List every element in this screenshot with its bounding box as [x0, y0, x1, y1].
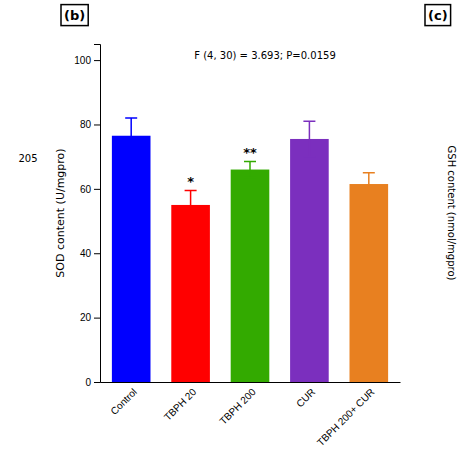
x-axis-line — [101, 382, 401, 383]
x-tick-label: Control — [108, 386, 139, 417]
y-tick: 40 — [80, 248, 100, 259]
error-bar-path — [244, 161, 256, 177]
y-tick-mark — [94, 60, 100, 61]
y-tick-label: 60 — [80, 184, 92, 195]
significance-label: * — [187, 174, 194, 189]
labels: ***F (4, 30) = 3.693; P=0.0159 — [187, 50, 336, 189]
x-axis: Control TBPH 20 TBPH 200 CURTBPH 200+ CUR — [101, 382, 401, 448]
y-tick: 0 — [85, 377, 100, 388]
x-tick: CUR — [294, 382, 317, 409]
y-tick-label: 0 — [85, 377, 91, 388]
x-tick-label: CUR — [294, 386, 317, 409]
y-tick: 20 — [80, 312, 100, 323]
annotation: F (4, 30) = 3.693; P=0.0159 — [194, 50, 336, 61]
panel-label-box — [61, 5, 88, 26]
neighbour-value: 205 — [18, 153, 37, 164]
panel-label: (c) — [425, 5, 451, 26]
y-tick-label: 40 — [80, 248, 92, 259]
panel-label-text: (b) — [64, 8, 85, 23]
y-tick-label: 80 — [80, 119, 92, 130]
error-bar — [363, 173, 375, 196]
significance-label: ** — [243, 145, 257, 160]
error-bar-path — [303, 121, 315, 156]
error-bar-path — [185, 190, 197, 219]
error-bar-path — [363, 173, 375, 196]
bar — [350, 184, 389, 382]
marks — [112, 118, 388, 382]
panel-label-text: (c) — [428, 8, 448, 23]
y-tick-mark — [94, 189, 100, 190]
y-tick: 60 — [80, 184, 100, 195]
y-tick-mark — [94, 318, 100, 319]
x-tick: Control — [108, 382, 139, 417]
y-tick-label: 20 — [80, 312, 92, 323]
bar — [112, 136, 151, 382]
error-bar — [303, 121, 315, 156]
error-bar — [244, 161, 256, 177]
y-tick-mark — [94, 382, 100, 383]
x-tick-label: TBPH 200 — [217, 386, 258, 427]
panel-label: (b) — [61, 5, 88, 26]
y-axis-title: SOD content (U/mgpro) — [54, 148, 67, 277]
panel-label-box — [425, 5, 451, 26]
error-bar — [185, 190, 197, 219]
error-bar-path — [125, 118, 137, 153]
y-tick: 80 — [80, 119, 100, 130]
x-tick: TBPH 200+ CUR — [315, 382, 377, 448]
bar — [231, 170, 270, 382]
error-bar — [125, 118, 137, 153]
neighbour-axis-title: GSH content (nmol/mgpro) — [446, 146, 457, 281]
x-tick-label: TBPH 20 — [162, 386, 199, 423]
y-tick-label: 100 — [74, 55, 91, 66]
chart: 0 20 40 60 80 100 Control TBPH 20 TBPH 200 CURTBP… — [0, 0, 474, 474]
y-axis: 0 20 40 60 80 100 — [74, 45, 100, 388]
y-tick: 100 — [74, 55, 100, 66]
plot: 0 20 40 60 80 100 Control TBPH 20 TBPH 200 CURTBP… — [54, 45, 401, 449]
bar — [171, 205, 210, 382]
y-tick-mark — [94, 124, 100, 125]
x-tick: TBPH 200 — [217, 382, 258, 427]
x-tick-label: TBPH 200+ CUR — [315, 386, 377, 448]
x-tick: TBPH 20 — [162, 382, 199, 423]
y-tick-mark — [94, 253, 100, 254]
y-axis-line — [94, 45, 101, 383]
bar — [290, 139, 329, 382]
